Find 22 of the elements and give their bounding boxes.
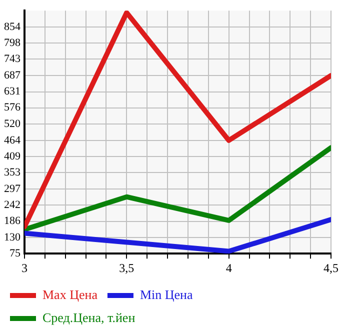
y-tick-label: 409 [4, 150, 21, 162]
legend-label: Max Цена [42, 286, 98, 302]
y-tick-label: 520 [4, 118, 21, 130]
y-tick-label: 576 [4, 102, 21, 114]
legend-label: Min Цена [140, 286, 193, 302]
y-tick-label: 353 [4, 166, 21, 179]
y-tick-label: 743 [4, 53, 21, 66]
y-tick-label: 631 [4, 86, 20, 98]
y-tick-label: 854 [4, 20, 21, 33]
y-tick-label: 297 [4, 182, 21, 195]
x-tick-label: 3,5 [119, 260, 134, 275]
x-tick-label: 3 [22, 260, 28, 275]
y-tick-label: 75 [10, 247, 21, 260]
y-tick-label: 242 [4, 198, 20, 211]
y-tick-label: 464 [4, 134, 21, 146]
y-tick-label: 186 [4, 215, 21, 228]
x-tick-label: 4 [226, 260, 232, 275]
y-tick-label: 687 [4, 69, 21, 82]
y-tick-label: 130 [4, 231, 21, 244]
x-tick-label: 4,5 [324, 260, 338, 275]
y-tick-label: 798 [4, 37, 21, 50]
legend-label: Сред.Цена, т.йен [42, 310, 136, 325]
